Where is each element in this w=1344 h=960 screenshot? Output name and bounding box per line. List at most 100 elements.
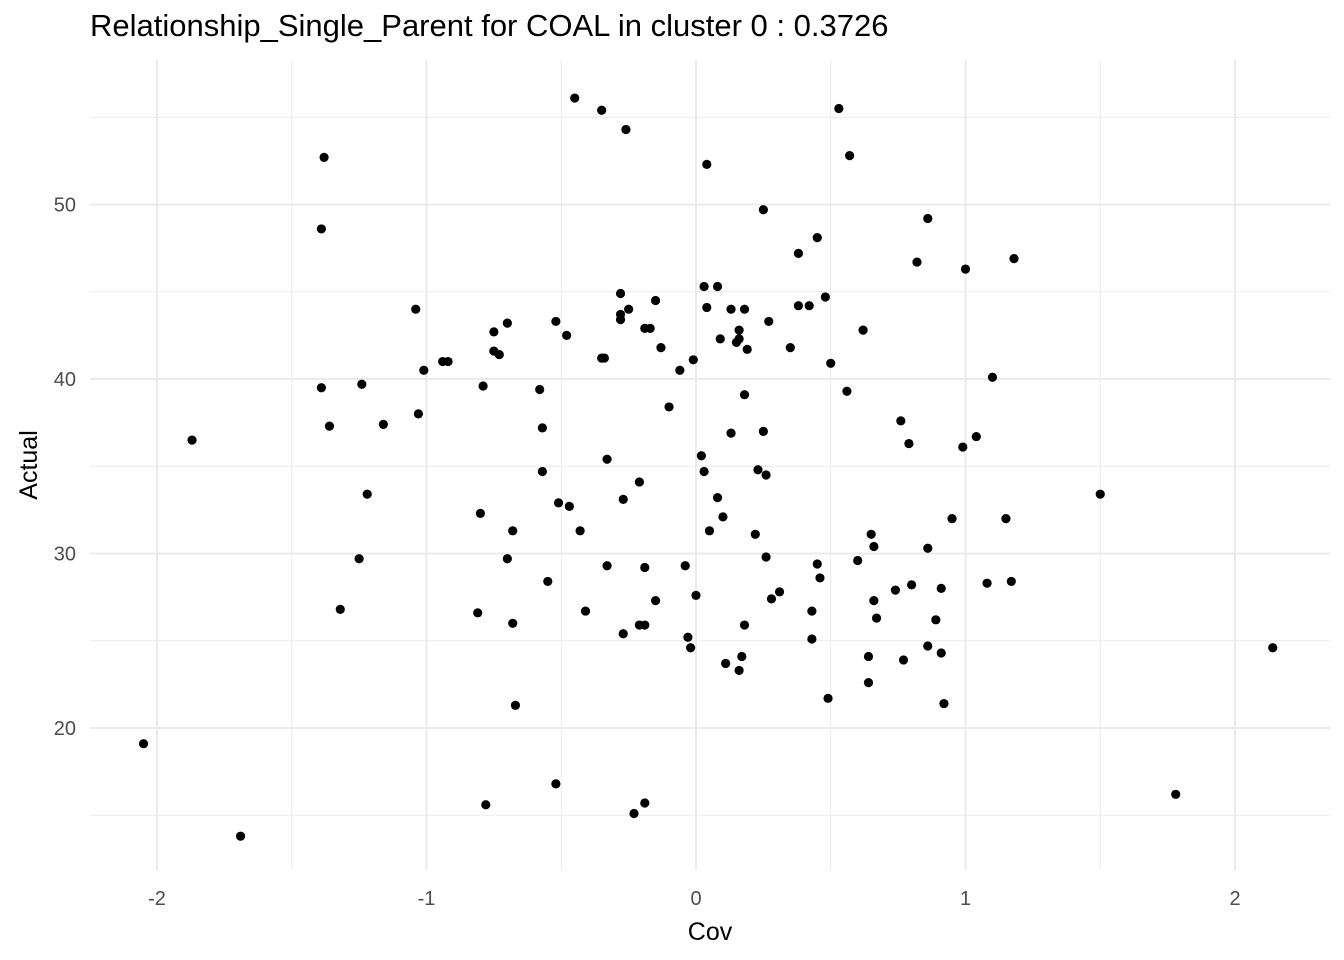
- x-axis-tick-labels: -2 -1 0 1 2: [148, 888, 1240, 910]
- data-point: [834, 103, 844, 114]
- chart-title: Relationship_Single_Parent for COAL in c…: [90, 8, 889, 43]
- data-point: [958, 442, 968, 452]
- data-point: [702, 159, 712, 169]
- data-point: [489, 327, 499, 337]
- data-point: [923, 213, 933, 224]
- data-point: [553, 498, 564, 508]
- data-point: [890, 585, 901, 595]
- data-point: [686, 643, 696, 653]
- data-point: [551, 779, 561, 789]
- data-point: [947, 514, 957, 524]
- data-point: [615, 288, 626, 299]
- data-point: [866, 529, 876, 539]
- data-point: [842, 386, 852, 396]
- data-point: [737, 651, 747, 662]
- data-point: [904, 438, 914, 449]
- data-point: [739, 620, 750, 630]
- data-point: [138, 739, 149, 749]
- data-point: [680, 561, 690, 571]
- data-point: [907, 580, 917, 590]
- data-point: [815, 573, 825, 583]
- data-point: [742, 344, 752, 354]
- data-point: [597, 105, 607, 115]
- data-point: [354, 554, 364, 564]
- data-point: [656, 342, 666, 353]
- data-point: [481, 800, 491, 810]
- data-point: [640, 562, 650, 573]
- data-point: [650, 596, 661, 606]
- data-point: [615, 315, 626, 325]
- data-point: [761, 552, 771, 562]
- data-point: [1001, 514, 1011, 524]
- data-point: [826, 358, 836, 368]
- y-tick-label: 40: [54, 369, 76, 391]
- data-point: [618, 629, 628, 639]
- data-point: [602, 561, 612, 571]
- data-point: [510, 700, 521, 710]
- data-point: [494, 349, 504, 360]
- data-point: [502, 554, 512, 564]
- data-point: [896, 416, 906, 426]
- data-point: [718, 512, 728, 522]
- data-point: [721, 658, 731, 669]
- data-point: [804, 301, 814, 311]
- x-tick-label: 2: [1229, 888, 1240, 910]
- data-point: [764, 316, 774, 327]
- data-point: [537, 466, 547, 477]
- data-point: [335, 604, 345, 614]
- data-point: [475, 508, 485, 518]
- y-axis-title: Actual: [15, 430, 43, 499]
- data-point: [726, 428, 736, 438]
- data-point: [537, 423, 547, 433]
- data-point: [761, 470, 771, 480]
- data-point: [535, 384, 545, 395]
- data-point: [774, 587, 785, 597]
- data-point: [473, 608, 483, 618]
- data-point: [820, 292, 830, 302]
- data-point: [939, 698, 949, 709]
- data-point: [411, 304, 421, 314]
- data-point: [683, 632, 693, 642]
- data-point: [734, 665, 744, 676]
- data-point: [923, 543, 933, 553]
- major-gridlines: [90, 60, 1330, 870]
- data-point: [599, 353, 609, 363]
- data-point: [726, 304, 736, 314]
- data-point: [378, 419, 388, 429]
- data-point: [316, 224, 326, 234]
- data-point: [987, 372, 998, 382]
- x-tick-label: -2: [148, 888, 166, 910]
- y-tick-label: 20: [54, 718, 76, 740]
- data-point: [734, 325, 744, 335]
- data-point: [413, 409, 424, 419]
- y-tick-label: 30: [54, 544, 76, 566]
- data-point: [478, 381, 488, 391]
- data-point: [863, 678, 874, 688]
- data-point: [734, 334, 744, 344]
- data-point: [758, 426, 768, 436]
- data-point: [362, 489, 372, 499]
- data-point: [696, 451, 706, 461]
- data-point: [712, 493, 723, 503]
- x-tick-label: -1: [418, 888, 436, 910]
- data-point: [562, 330, 572, 340]
- data-point: [443, 356, 453, 367]
- data-point: [812, 233, 822, 243]
- data-point: [758, 205, 768, 215]
- data-point: [739, 304, 750, 314]
- data-point: [357, 379, 367, 389]
- data-point: [982, 578, 992, 588]
- data-point: [602, 454, 612, 464]
- data-point: [650, 295, 661, 306]
- data-point: [1006, 576, 1016, 587]
- x-axis-title: Cov: [688, 918, 733, 946]
- data-point: [936, 583, 946, 594]
- data-point: [715, 334, 725, 344]
- y-axis-tick-labels: 20 30 40 50: [54, 195, 76, 741]
- data-point: [624, 304, 634, 314]
- data-point: [812, 559, 822, 569]
- data-point: [664, 402, 674, 412]
- y-tick-label: 50: [54, 195, 76, 217]
- data-point: [785, 342, 795, 353]
